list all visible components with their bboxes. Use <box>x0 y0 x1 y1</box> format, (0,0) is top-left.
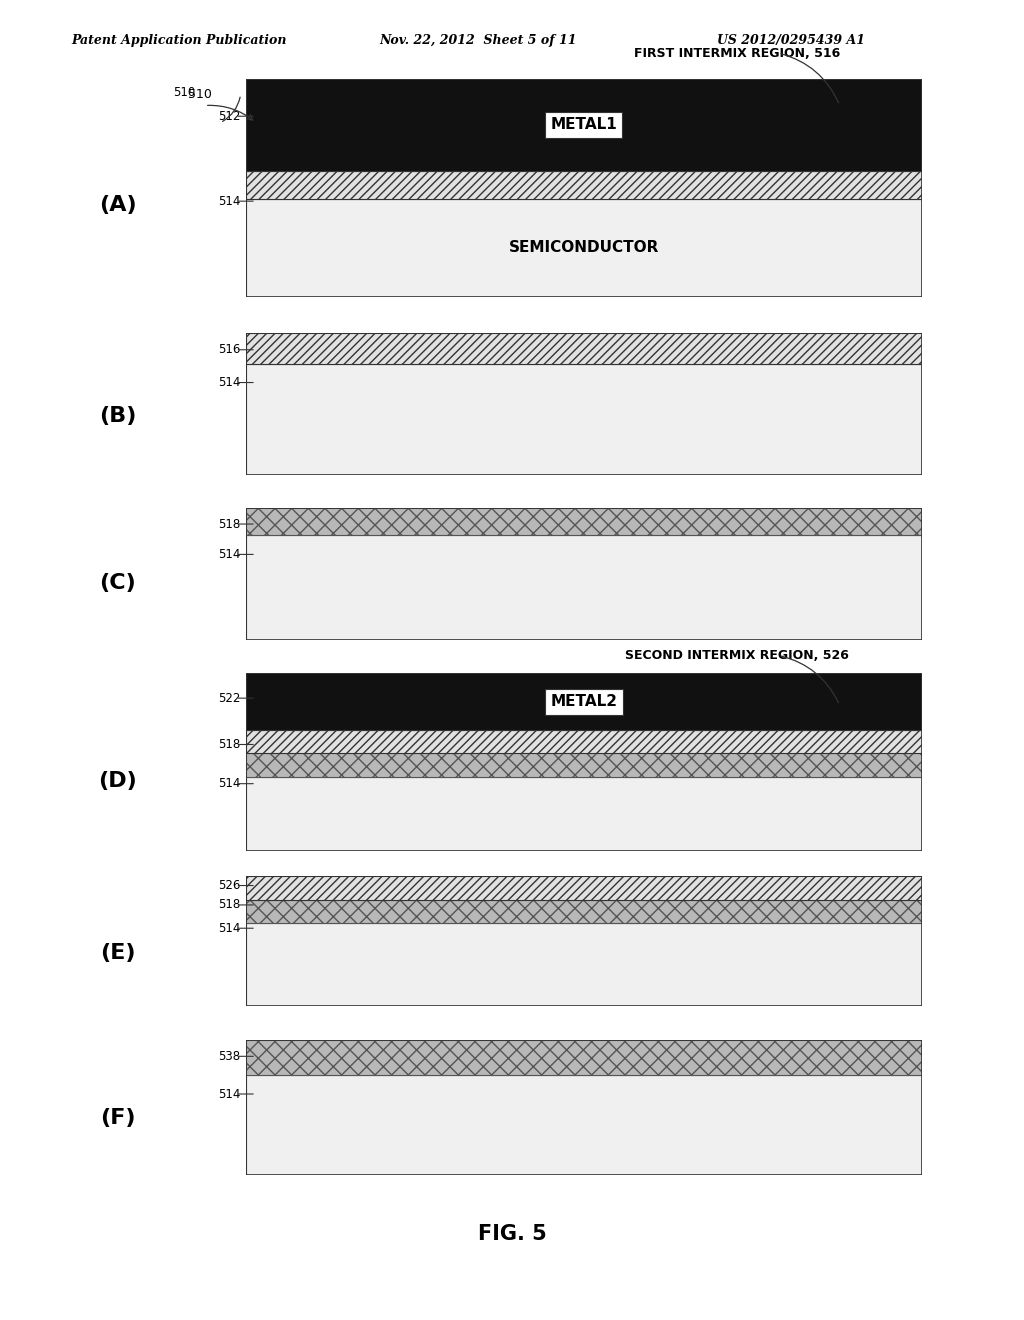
Bar <box>246 673 922 730</box>
Text: 510: 510 <box>187 88 212 100</box>
Text: 526: 526 <box>218 879 241 892</box>
Text: (B): (B) <box>99 405 136 426</box>
Text: 514: 514 <box>218 376 241 389</box>
Text: (A): (A) <box>99 194 136 215</box>
Text: 514: 514 <box>218 194 241 207</box>
Bar <box>246 535 922 640</box>
Bar <box>246 333 922 364</box>
Bar <box>246 876 922 900</box>
Text: 518: 518 <box>218 899 241 911</box>
Text: 514: 514 <box>218 1088 241 1101</box>
Bar <box>246 900 922 923</box>
Text: 538: 538 <box>218 1049 241 1063</box>
Text: Patent Application Publication: Patent Application Publication <box>72 34 287 48</box>
Text: (E): (E) <box>100 942 135 964</box>
Text: 518: 518 <box>218 738 241 751</box>
Text: SECOND INTERMIX REGION, 526: SECOND INTERMIX REGION, 526 <box>626 649 849 661</box>
Bar <box>246 79 922 170</box>
Bar <box>246 1040 922 1076</box>
Text: SEMICONDUCTOR: SEMICONDUCTOR <box>509 240 658 256</box>
Text: (F): (F) <box>100 1107 135 1129</box>
Text: US 2012/0295439 A1: US 2012/0295439 A1 <box>717 34 865 48</box>
Text: Nov. 22, 2012  Sheet 5 of 11: Nov. 22, 2012 Sheet 5 of 11 <box>379 34 577 48</box>
Bar <box>246 776 922 851</box>
Text: 514: 514 <box>218 777 241 791</box>
Text: FIG. 5: FIG. 5 <box>477 1224 547 1245</box>
Text: 512: 512 <box>218 110 241 123</box>
Text: METAL1: METAL1 <box>550 117 617 132</box>
Text: 522: 522 <box>218 692 241 705</box>
Text: 514: 514 <box>218 548 241 561</box>
Bar <box>246 199 922 297</box>
Bar <box>246 170 922 199</box>
Bar <box>246 364 922 475</box>
Bar <box>246 923 922 1006</box>
Text: 518: 518 <box>218 517 241 531</box>
Bar <box>246 754 922 776</box>
Text: (C): (C) <box>99 573 136 594</box>
Bar <box>246 508 922 535</box>
Text: (D): (D) <box>98 771 137 792</box>
Text: 510: 510 <box>173 86 196 99</box>
Bar <box>246 1076 922 1175</box>
Bar <box>246 730 922 754</box>
Text: FIRST INTERMIX REGION, 516: FIRST INTERMIX REGION, 516 <box>634 46 841 59</box>
Text: 516: 516 <box>218 343 241 356</box>
Text: 514: 514 <box>218 921 241 935</box>
Text: METAL2: METAL2 <box>550 694 617 709</box>
